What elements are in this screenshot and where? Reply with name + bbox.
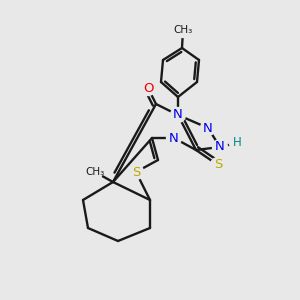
Circle shape xyxy=(88,164,103,179)
Text: N: N xyxy=(169,131,179,145)
Circle shape xyxy=(140,80,155,95)
Circle shape xyxy=(176,22,190,38)
Text: O: O xyxy=(143,82,153,94)
Text: N: N xyxy=(203,122,213,134)
Circle shape xyxy=(230,136,244,151)
Circle shape xyxy=(212,140,227,154)
Circle shape xyxy=(200,121,215,136)
Text: H: H xyxy=(232,136,242,149)
Text: N: N xyxy=(173,109,183,122)
Circle shape xyxy=(167,130,182,146)
Circle shape xyxy=(211,158,226,172)
Text: N: N xyxy=(215,140,225,154)
Circle shape xyxy=(170,107,185,122)
Text: S: S xyxy=(132,166,140,178)
Circle shape xyxy=(128,164,143,179)
Text: CH₃: CH₃ xyxy=(173,25,193,35)
Text: CH₃: CH₃ xyxy=(85,167,105,177)
Text: S: S xyxy=(214,158,222,172)
